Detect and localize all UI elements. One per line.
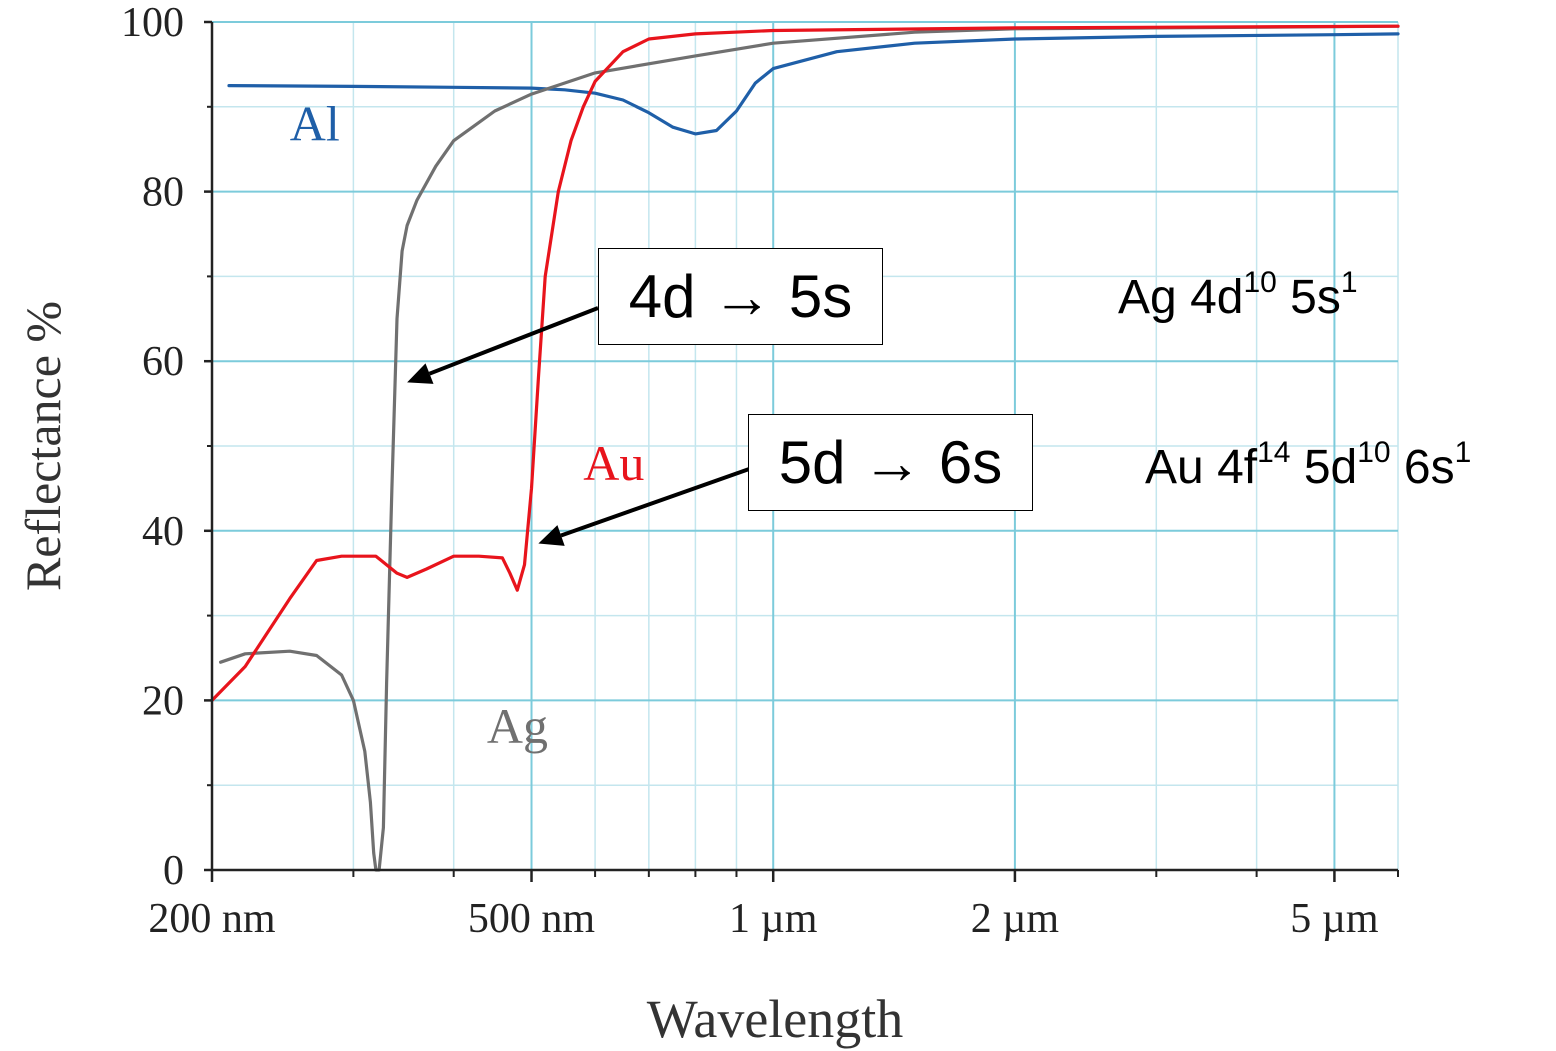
annotation-box-5d-6s: 5d → 6s [748, 414, 1033, 511]
annotation-text-4d-5s: 4d → 5s [629, 262, 852, 331]
x-tick-label: 500 nm [468, 896, 596, 942]
config-ag-element: Ag [1118, 271, 1177, 324]
y-tick-label: 40 [142, 509, 184, 555]
x-tick-label: 1 µm [729, 896, 818, 942]
x-tick-labels: 200 nm 500 nm 1 µm 2 µm 5 µm [148, 896, 1379, 942]
annotation-arrow-line [429, 308, 598, 374]
config-ag-term: 5s1 [1290, 271, 1357, 324]
config-ag-term: 4d10 [1190, 271, 1277, 324]
x-tick-label: 200 nm [148, 896, 276, 942]
config-au-term: 4f14 [1217, 441, 1290, 494]
y-tick-labels: 0 20 40 60 80 100 [121, 0, 184, 894]
series-line-al [229, 34, 1398, 134]
y-tick-label: 0 [163, 848, 184, 894]
config-ag: Ag 4d10 5s1 [1118, 270, 1358, 325]
y-tick-label: 60 [142, 339, 184, 385]
x-tick-label: 2 µm [971, 896, 1060, 942]
y-tick-label: 80 [142, 170, 184, 216]
annotation-arrow-head [538, 525, 564, 546]
config-au-element: Au [1145, 441, 1204, 494]
config-au: Au 4f14 5d10 6s1 [1145, 440, 1471, 495]
x-tick-label: 5 µm [1290, 896, 1379, 942]
annotation-text-5d-6s: 5d → 6s [779, 428, 1002, 497]
y-tick-label: 100 [121, 0, 184, 46]
config-au-term: 5d10 [1304, 441, 1391, 494]
x-axis-label: Wavelength [647, 989, 904, 1049]
annotation-box-4d-5s: 4d → 5s [598, 248, 883, 345]
series-label-al: Al [290, 96, 340, 152]
y-tick-label: 20 [142, 678, 184, 724]
series-labels: Al Au Ag [290, 96, 645, 754]
series-label-ag: Ag [487, 698, 548, 754]
series-label-au: Au [583, 435, 644, 491]
y-axis-label: Reflectance % [15, 301, 71, 591]
config-au-term: 6s1 [1404, 441, 1471, 494]
